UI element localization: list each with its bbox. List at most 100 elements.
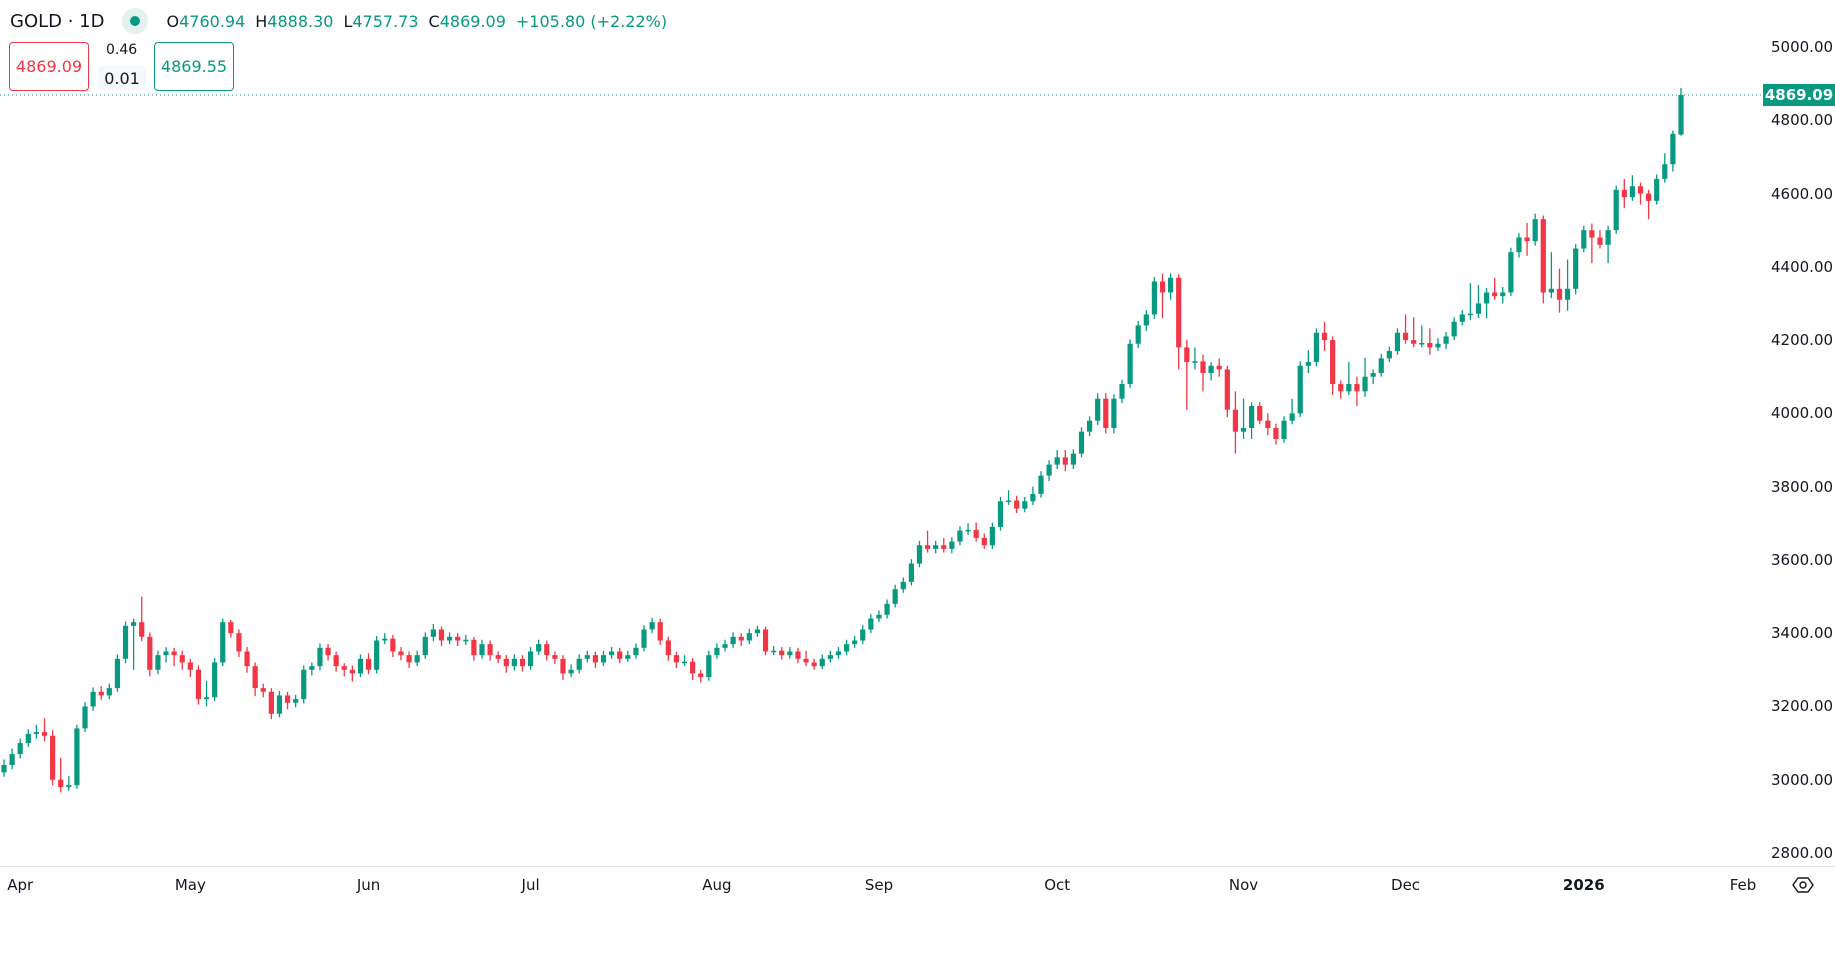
candle-body bbox=[1459, 314, 1465, 322]
candle-body bbox=[357, 658, 364, 674]
candle-body bbox=[1119, 384, 1125, 399]
candle-99 bbox=[803, 650, 809, 667]
candle-body bbox=[382, 638, 388, 641]
ohlc-high-key: H bbox=[255, 11, 268, 31]
candle-53 bbox=[430, 624, 436, 642]
candle-132 bbox=[1070, 449, 1076, 470]
candle-160 bbox=[1297, 361, 1303, 418]
candle-body bbox=[1014, 500, 1020, 509]
candle-body bbox=[1354, 384, 1360, 392]
sell-button[interactable]: 4869.09 bbox=[9, 42, 89, 91]
candle-body bbox=[90, 691, 96, 707]
candle-body bbox=[843, 644, 850, 652]
candle-body bbox=[1289, 413, 1295, 421]
candle-184 bbox=[1492, 277, 1498, 300]
candle-202 bbox=[1637, 182, 1644, 205]
candle-177 bbox=[1435, 338, 1441, 352]
price-tick-label: 3200.00 bbox=[1771, 697, 1834, 716]
candle-body bbox=[309, 666, 315, 670]
market-open-dot bbox=[130, 16, 141, 26]
candle-5 bbox=[41, 718, 48, 742]
candle-body bbox=[398, 651, 404, 656]
time-tick-label: Jun bbox=[356, 876, 381, 894]
candle-69 bbox=[560, 655, 566, 681]
candle-body bbox=[220, 622, 226, 663]
candle-153 bbox=[1240, 398, 1247, 439]
candle-60 bbox=[487, 640, 493, 661]
candle-body bbox=[446, 636, 453, 641]
candle-body bbox=[860, 629, 866, 641]
candle-body bbox=[762, 629, 769, 652]
candle-122 bbox=[989, 522, 995, 549]
candle-166 bbox=[1346, 362, 1352, 396]
candle-149 bbox=[1208, 362, 1214, 381]
candle-body bbox=[633, 647, 639, 656]
candle-body bbox=[333, 655, 339, 667]
candle-173 bbox=[1402, 314, 1409, 344]
price-tick-label: 3000.00 bbox=[1771, 770, 1834, 789]
candle-6 bbox=[50, 730, 56, 786]
candle-body bbox=[1581, 230, 1587, 249]
candle-16 bbox=[131, 618, 137, 670]
candle-19 bbox=[155, 650, 161, 675]
candle-83 bbox=[673, 651, 680, 668]
candle-body bbox=[1467, 313, 1473, 316]
candle-body bbox=[1200, 361, 1206, 374]
candle-body bbox=[1305, 362, 1311, 366]
candle-body bbox=[1662, 164, 1668, 179]
candle-body bbox=[1524, 237, 1530, 242]
candle-body bbox=[1265, 420, 1271, 429]
candle-body bbox=[527, 651, 534, 667]
last-price-tag: 4869.09 bbox=[1763, 83, 1835, 106]
candle-165 bbox=[1338, 380, 1344, 399]
candle-body bbox=[1168, 277, 1174, 293]
candle-body bbox=[1564, 288, 1571, 300]
candle-body bbox=[276, 695, 283, 714]
candle-68 bbox=[552, 651, 558, 664]
candle-body bbox=[1095, 398, 1101, 421]
candle-170 bbox=[1378, 354, 1384, 377]
candle-body bbox=[106, 688, 112, 696]
candle-111 bbox=[900, 577, 906, 593]
candle-body bbox=[1346, 384, 1352, 392]
candlestick-chart[interactable] bbox=[0, 0, 1835, 866]
symbol-title[interactable]: GOLD · 1D bbox=[10, 10, 105, 32]
candle-body bbox=[1240, 428, 1247, 432]
candle-body bbox=[1062, 457, 1068, 465]
candle-body bbox=[1589, 230, 1595, 238]
candle-body bbox=[1573, 248, 1579, 289]
candle-38 bbox=[309, 662, 315, 676]
candle-body bbox=[1556, 288, 1563, 300]
candle-body bbox=[422, 636, 428, 656]
candle-134 bbox=[1086, 416, 1093, 437]
candle-body bbox=[301, 669, 307, 700]
candle-71 bbox=[576, 654, 582, 674]
candle-192 bbox=[1556, 268, 1563, 313]
candle-140 bbox=[1135, 321, 1141, 349]
candle-84 bbox=[681, 655, 688, 667]
candle-body bbox=[1605, 230, 1611, 245]
candle-18 bbox=[147, 632, 153, 677]
price-change: +105.80 (+2.22%) bbox=[515, 11, 668, 31]
candle-body bbox=[1103, 398, 1109, 429]
quantity-value[interactable]: 0.01 bbox=[98, 66, 146, 90]
buy-button[interactable]: 4869.55 bbox=[154, 42, 234, 91]
candle-body bbox=[1475, 303, 1482, 314]
candle-body bbox=[1451, 321, 1457, 337]
time-tick-label: 2026 bbox=[1562, 876, 1605, 894]
candle-body bbox=[195, 669, 202, 700]
candle-23 bbox=[187, 658, 193, 678]
candle-body bbox=[341, 666, 347, 670]
market-status-icon[interactable] bbox=[122, 8, 149, 34]
candle-body bbox=[1176, 277, 1182, 348]
ohlc-high-value: 4888.30 bbox=[267, 11, 334, 31]
candle-181 bbox=[1467, 283, 1473, 320]
candle-14 bbox=[114, 654, 121, 692]
gear-icon[interactable] bbox=[1792, 874, 1814, 896]
candle-1 bbox=[9, 748, 15, 770]
candle-141 bbox=[1143, 310, 1149, 331]
candle-body bbox=[1135, 325, 1141, 344]
candle-body bbox=[479, 644, 485, 656]
candle-198 bbox=[1605, 225, 1611, 264]
candle-121 bbox=[981, 533, 987, 549]
